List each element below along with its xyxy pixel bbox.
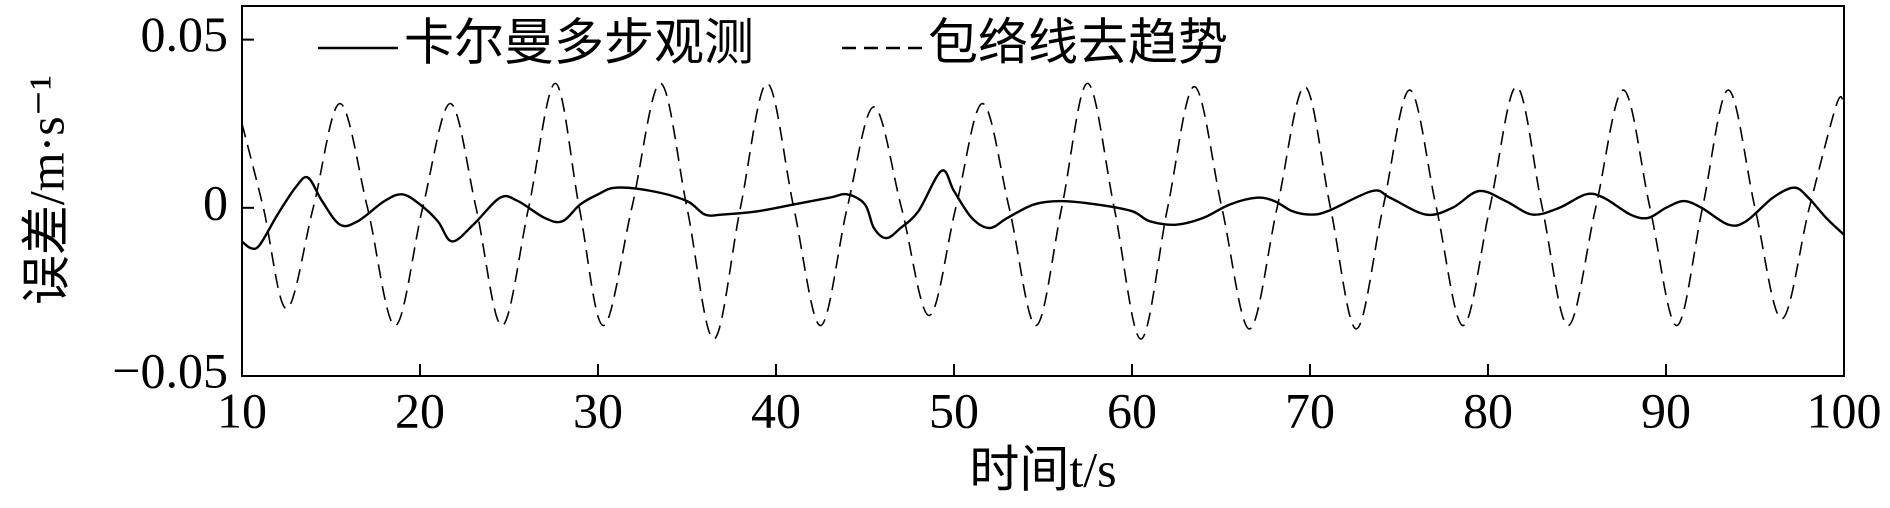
x-tick-label: 70 [1285, 382, 1335, 438]
data-line [241, 169, 1845, 251]
x-tick-label: 50 [929, 382, 979, 438]
legend-label: 包络线去趋势 [928, 14, 1228, 70]
y-axis-label: 误差/m·s⁻¹ [18, 75, 74, 305]
x-tick-label: 100 [1807, 382, 1882, 438]
y-tick-label: 0.05 [141, 6, 229, 62]
x-tick-label: 60 [1107, 382, 1157, 438]
x-axis-label: 时间t/s [969, 441, 1116, 497]
x-tick-label: 90 [1641, 382, 1691, 438]
y-tick-label: 0 [203, 174, 228, 230]
x-tick-label: 80 [1463, 382, 1513, 438]
plot-frame [241, 5, 1845, 377]
x-tick-label: 20 [395, 382, 445, 438]
x-tick-label: 30 [573, 382, 623, 438]
legend-label: 卡尔曼多步观测 [404, 14, 754, 70]
x-tick-label: 10 [217, 382, 267, 438]
y-tick-label: −0.05 [112, 342, 228, 398]
data-line [241, 82, 1845, 340]
x-tick-label: 40 [751, 382, 801, 438]
